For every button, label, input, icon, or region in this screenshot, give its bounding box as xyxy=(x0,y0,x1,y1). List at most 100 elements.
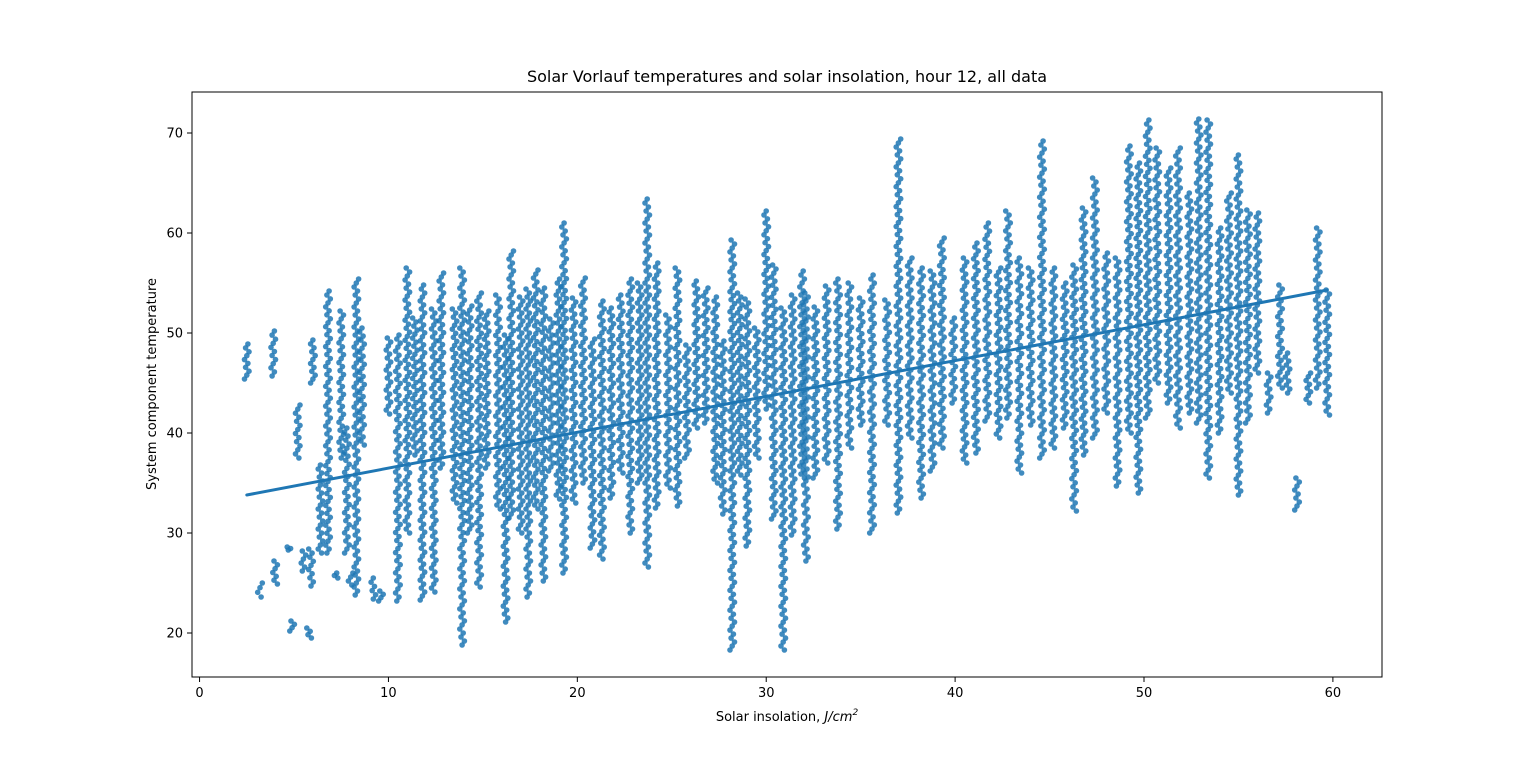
data-point xyxy=(746,328,753,334)
data-point xyxy=(722,426,728,433)
data-point xyxy=(1030,277,1036,283)
data-point xyxy=(645,444,652,450)
data-point xyxy=(397,481,404,487)
data-point xyxy=(1128,430,1134,436)
data-point xyxy=(626,461,632,468)
data-point xyxy=(1127,262,1133,269)
data-point xyxy=(339,403,346,410)
data-point xyxy=(591,376,598,383)
data-point xyxy=(1137,406,1144,413)
data-point xyxy=(1007,220,1014,226)
data-point xyxy=(387,379,394,385)
data-point xyxy=(1093,199,1099,205)
data-point xyxy=(825,319,831,326)
data-point xyxy=(601,306,607,312)
data-point xyxy=(509,300,516,306)
data-point xyxy=(534,299,540,305)
data-point xyxy=(421,509,428,516)
data-point xyxy=(919,285,925,291)
data-point xyxy=(1115,419,1122,425)
data-point xyxy=(1072,500,1078,506)
data-point xyxy=(590,468,597,475)
data-point xyxy=(870,312,876,319)
data-point xyxy=(846,308,853,315)
data-point xyxy=(550,360,556,366)
data-point xyxy=(590,509,597,515)
data-point xyxy=(975,248,981,254)
data-point xyxy=(804,366,810,372)
data-point xyxy=(730,452,737,458)
data-point xyxy=(639,392,645,398)
data-point xyxy=(746,308,753,314)
data-point xyxy=(460,429,467,436)
data-point xyxy=(676,398,683,404)
data-point xyxy=(941,354,947,360)
data-point xyxy=(535,307,541,313)
data-point xyxy=(457,325,463,332)
data-point xyxy=(1093,259,1099,265)
data-point xyxy=(656,328,662,335)
data-point xyxy=(629,445,636,452)
data-point xyxy=(768,294,775,301)
data-point xyxy=(791,408,797,414)
data-point xyxy=(478,431,485,437)
data-point xyxy=(1081,360,1088,367)
data-point xyxy=(746,387,753,394)
data-point xyxy=(397,360,404,367)
data-point xyxy=(1073,467,1080,474)
data-point xyxy=(683,362,689,369)
data-point xyxy=(413,379,419,386)
data-point xyxy=(768,334,775,341)
data-point xyxy=(339,363,346,370)
data-point xyxy=(1105,398,1112,404)
data-point xyxy=(520,358,526,364)
data-point xyxy=(542,353,549,360)
data-point xyxy=(406,329,413,336)
data-point xyxy=(792,396,798,402)
data-point xyxy=(792,336,798,342)
data-point xyxy=(694,325,701,332)
data-point xyxy=(449,467,456,474)
data-point xyxy=(588,472,595,479)
data-point xyxy=(327,514,334,521)
data-point xyxy=(823,452,830,458)
data-point xyxy=(1136,239,1143,246)
data-point xyxy=(432,330,438,336)
data-point xyxy=(590,368,597,375)
data-point xyxy=(731,559,738,566)
data-point xyxy=(615,377,622,383)
data-point xyxy=(1117,347,1123,353)
data-point xyxy=(326,347,332,354)
data-point xyxy=(1104,390,1111,396)
data-point xyxy=(1063,421,1069,427)
data-point xyxy=(505,595,511,601)
data-point xyxy=(823,311,830,318)
data-point xyxy=(1093,179,1099,185)
data-point xyxy=(478,370,485,377)
data-point-column xyxy=(821,283,832,466)
data-point xyxy=(674,462,681,469)
data-point xyxy=(396,372,402,379)
data-point xyxy=(1128,211,1134,217)
data-point xyxy=(638,444,644,450)
data-point xyxy=(722,366,728,373)
data-point xyxy=(1089,175,1096,181)
data-point xyxy=(485,320,491,326)
data-point xyxy=(628,397,635,403)
data-point xyxy=(1052,313,1059,319)
data-point xyxy=(318,550,325,556)
data-point xyxy=(563,255,570,262)
data-point-column xyxy=(700,285,711,426)
data-point xyxy=(764,235,771,242)
data-point xyxy=(395,525,401,532)
data-point xyxy=(667,344,674,351)
data-point xyxy=(535,267,541,273)
data-point xyxy=(982,236,988,242)
data-point xyxy=(469,462,475,469)
data-point xyxy=(1038,282,1044,289)
data-point xyxy=(292,410,299,417)
data-point xyxy=(720,350,726,356)
data-point xyxy=(651,396,658,403)
data-point xyxy=(1059,376,1066,383)
data-point xyxy=(685,418,691,425)
